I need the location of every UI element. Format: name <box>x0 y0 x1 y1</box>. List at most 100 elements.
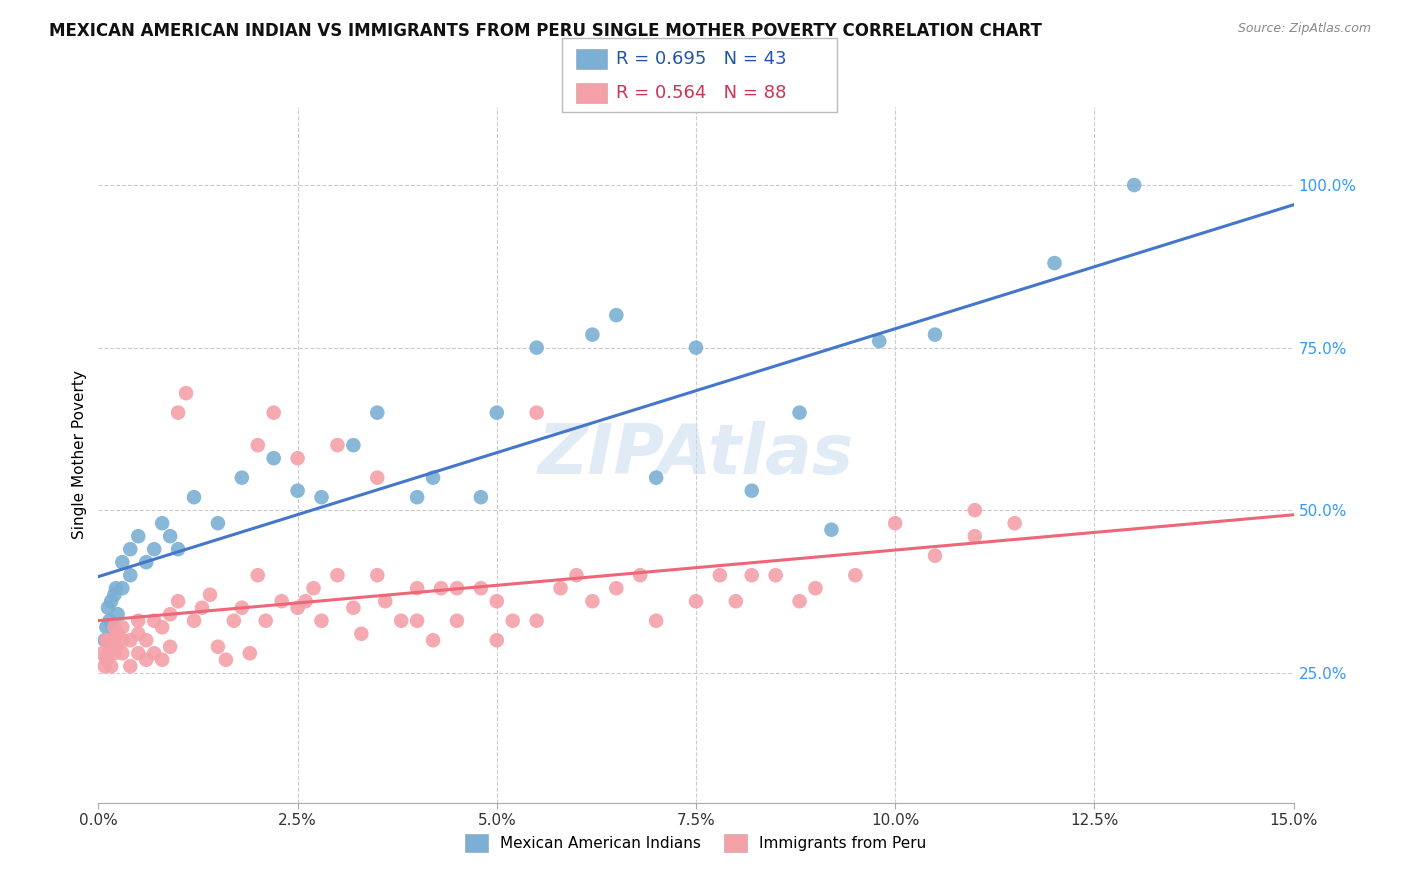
Point <box>1123 178 1146 192</box>
Point <box>159 640 181 654</box>
Point <box>350 626 373 640</box>
Point <box>1004 516 1026 531</box>
Point <box>446 581 468 595</box>
Point <box>844 568 866 582</box>
Point <box>174 386 197 401</box>
Point <box>287 451 309 466</box>
Point <box>120 542 142 557</box>
Point <box>207 516 229 531</box>
Point <box>765 568 787 582</box>
Point <box>741 568 763 582</box>
Point <box>159 607 181 622</box>
Point <box>103 646 125 660</box>
Text: MEXICAN AMERICAN INDIAN VS IMMIGRANTS FROM PERU SINGLE MOTHER POVERTY CORRELATIO: MEXICAN AMERICAN INDIAN VS IMMIGRANTS FR… <box>49 22 1042 40</box>
Point <box>107 607 129 622</box>
Point <box>628 568 651 582</box>
Point <box>470 581 492 595</box>
Point <box>97 600 120 615</box>
Point <box>183 490 205 504</box>
Point <box>605 308 627 322</box>
Point <box>231 600 253 615</box>
Point <box>120 568 142 582</box>
Text: R = 0.564   N = 88: R = 0.564 N = 88 <box>616 84 786 102</box>
Point <box>924 549 946 563</box>
Point <box>127 646 149 660</box>
Point <box>100 594 122 608</box>
Point <box>526 406 548 420</box>
Point <box>96 633 118 648</box>
Point <box>605 581 627 595</box>
Point <box>526 341 548 355</box>
Point <box>789 594 811 608</box>
Point <box>565 568 588 582</box>
Point <box>406 614 429 628</box>
Point <box>96 653 118 667</box>
Point <box>485 594 508 608</box>
Point <box>207 640 229 654</box>
Point <box>183 614 205 628</box>
Point <box>685 594 707 608</box>
Point <box>91 646 114 660</box>
Point <box>104 640 127 654</box>
Point <box>741 483 763 498</box>
Point <box>143 646 166 660</box>
Point <box>326 438 349 452</box>
Point <box>167 406 190 420</box>
Point <box>1043 256 1066 270</box>
Legend: Mexican American Indians, Immigrants from Peru: Mexican American Indians, Immigrants fro… <box>460 828 932 858</box>
Point <box>127 614 149 628</box>
Point <box>311 490 333 504</box>
Text: ZIPAtlas: ZIPAtlas <box>538 421 853 489</box>
Point <box>143 614 166 628</box>
Point <box>198 588 221 602</box>
Point <box>470 490 492 504</box>
Point <box>150 516 173 531</box>
Point <box>127 626 149 640</box>
Point <box>366 471 388 485</box>
Point <box>120 659 142 673</box>
Point <box>294 594 316 608</box>
Point <box>127 529 149 543</box>
Point <box>302 581 325 595</box>
Point <box>263 451 285 466</box>
Point <box>287 600 309 615</box>
Point <box>135 653 157 667</box>
Point <box>422 471 444 485</box>
Point <box>342 600 364 615</box>
Point <box>342 438 364 452</box>
Point <box>311 614 333 628</box>
Point <box>924 327 946 342</box>
Point <box>485 633 508 648</box>
Point <box>526 614 548 628</box>
Point <box>103 620 125 634</box>
Point <box>366 406 388 420</box>
Text: Source: ZipAtlas.com: Source: ZipAtlas.com <box>1237 22 1371 36</box>
Point <box>406 581 429 595</box>
Point <box>645 471 668 485</box>
Point <box>100 659 122 673</box>
Point <box>709 568 731 582</box>
Point <box>254 614 277 628</box>
Point <box>94 659 117 673</box>
Point <box>191 600 214 615</box>
Point <box>150 620 173 634</box>
Point <box>135 555 157 569</box>
Point <box>963 503 986 517</box>
Point <box>963 529 986 543</box>
Point <box>820 523 842 537</box>
Point <box>111 633 134 648</box>
Point <box>111 620 134 634</box>
Point <box>366 568 388 582</box>
Point <box>101 620 124 634</box>
Y-axis label: Single Mother Poverty: Single Mother Poverty <box>72 370 87 540</box>
Point <box>120 633 142 648</box>
Point <box>167 542 190 557</box>
Point <box>215 653 238 667</box>
Point <box>167 594 190 608</box>
Point <box>685 341 707 355</box>
Point <box>550 581 572 595</box>
Point <box>287 483 309 498</box>
Point <box>239 646 262 660</box>
Text: R = 0.695   N = 43: R = 0.695 N = 43 <box>616 50 786 68</box>
Point <box>868 334 890 348</box>
